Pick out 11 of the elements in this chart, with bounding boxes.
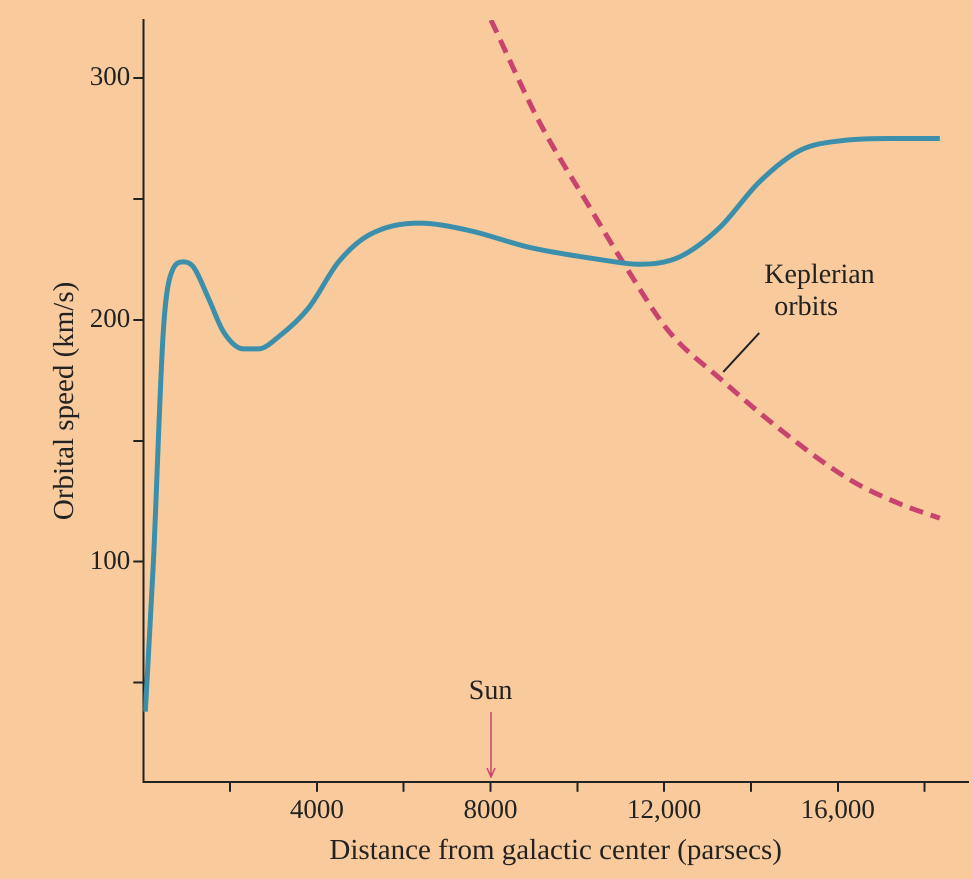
y-tick-label: 100 bbox=[90, 544, 130, 575]
x-tick-label: 8000 bbox=[464, 794, 518, 824]
x-axis-title: Distance from galactic center (parsecs) bbox=[329, 834, 782, 866]
x-tick-label: 12,000 bbox=[627, 794, 702, 824]
text: Keplerian orbits bbox=[764, 258, 875, 322]
y-axis-title: Orbital speed (km/s) bbox=[48, 282, 80, 520]
ref-line-label: Sun bbox=[468, 675, 512, 706]
x-tick-label: 16,000 bbox=[800, 794, 875, 824]
y-tick-label: 200 bbox=[90, 302, 130, 333]
y-tick-label: 300 bbox=[90, 61, 130, 92]
x-tick-label: 4000 bbox=[290, 794, 344, 824]
